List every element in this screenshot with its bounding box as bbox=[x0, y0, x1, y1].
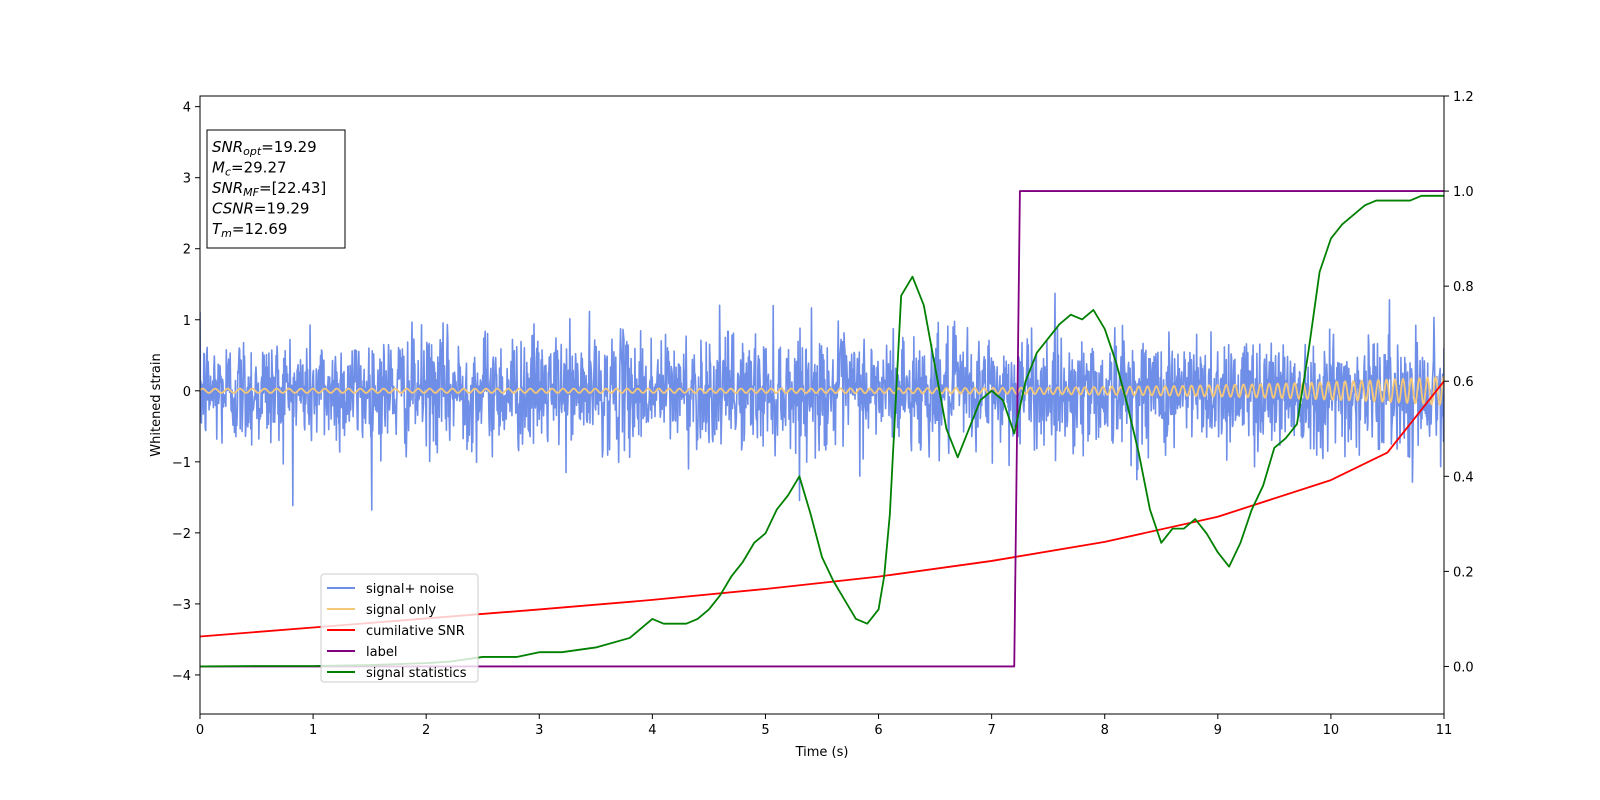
y2-tick-label: 0.8 bbox=[1453, 280, 1474, 295]
y-tick-label: 4 bbox=[183, 101, 191, 116]
y2-tick-label: 0.2 bbox=[1453, 565, 1474, 580]
annotation-box: SNRopt=19.29Mc=29.27SNRMF=[22.43]CSNR=19… bbox=[206, 129, 346, 249]
y2-tick-label: 1.0 bbox=[1453, 185, 1474, 200]
annotation-line: Tm=12.69 bbox=[212, 220, 287, 240]
y-tick-label: −3 bbox=[172, 598, 191, 613]
legend-label: cumilative SNR bbox=[366, 624, 465, 639]
legend-label: signal only bbox=[366, 603, 436, 618]
y-tick-label: 3 bbox=[183, 172, 191, 187]
x-tick-label: 9 bbox=[1214, 723, 1222, 738]
annotation-line: SNRopt=19.29 bbox=[212, 138, 317, 158]
legend-label: signal+ noise bbox=[366, 582, 454, 597]
x-tick-label: 5 bbox=[761, 723, 769, 738]
axis-ticks: 0 1 2 3 4 5 6 7 8 9 10 11 −4 −3 −2 −1 0 1 2 3 4 0.0 0.2 0.4 0.6 0… bbox=[172, 90, 1474, 738]
annotation-line: SNRMF=[22.43] bbox=[212, 179, 326, 199]
series-line-label bbox=[200, 190, 1444, 668]
x-tick-label: 7 bbox=[987, 723, 995, 738]
legend-label: label bbox=[366, 645, 397, 660]
x-tick-label: 6 bbox=[874, 723, 882, 738]
y2-tick-label: 0.4 bbox=[1453, 470, 1474, 485]
x-tick-label: 11 bbox=[1436, 723, 1453, 738]
x-tick-label: 2 bbox=[422, 723, 430, 738]
y2-tick-label: 1.2 bbox=[1453, 90, 1474, 105]
x-axis-label: Time (s) bbox=[795, 745, 849, 760]
x-tick-label: 1 bbox=[309, 723, 317, 738]
legend: signal+ noise signal only cumilative SNR la… bbox=[320, 573, 479, 683]
y2-tick-label: 0.0 bbox=[1453, 660, 1474, 675]
y-tick-label: −1 bbox=[172, 456, 191, 471]
y-tick-label: 1 bbox=[183, 314, 191, 329]
x-tick-label: 4 bbox=[648, 723, 656, 738]
x-tick-label: 10 bbox=[1323, 723, 1340, 738]
x-tick-label: 3 bbox=[535, 723, 543, 738]
annotation-line: Mc=29.27 bbox=[212, 159, 287, 179]
x-tick-label: 0 bbox=[196, 723, 204, 738]
annotation-line: CSNR=19.29 bbox=[212, 200, 309, 218]
series-line-signal-statistics bbox=[200, 194, 1444, 668]
series-line-signal-noise bbox=[200, 292, 1444, 511]
series-line-signal-only bbox=[200, 375, 1444, 406]
legend-label: signal statistics bbox=[366, 666, 467, 681]
x-tick-label: 8 bbox=[1101, 723, 1109, 738]
y-tick-label: 2 bbox=[183, 243, 191, 258]
y-tick-label: −2 bbox=[172, 527, 191, 542]
y2-tick-label: 0.6 bbox=[1453, 375, 1474, 390]
y-tick-label: −4 bbox=[172, 669, 191, 684]
y-axis-label: Whitened strain bbox=[149, 353, 164, 456]
y-tick-label: 0 bbox=[183, 385, 191, 400]
axes-frame bbox=[199, 95, 1445, 715]
